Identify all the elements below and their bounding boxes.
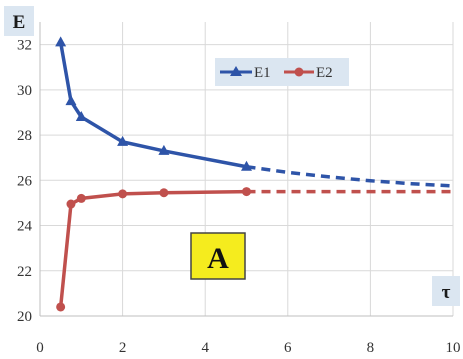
series-e1-point: [117, 135, 129, 146]
series-e2-point: [76, 193, 86, 203]
y-tick-label: 28: [17, 128, 32, 144]
y-axis-title-box: E: [4, 6, 34, 36]
series-e2-point: [159, 188, 169, 198]
x-axis-title-box: τ: [432, 276, 460, 306]
series-e1-point: [241, 160, 252, 171]
x-axis-title: τ: [442, 282, 451, 303]
legend-e1-marker: [230, 66, 242, 76]
panel-label-bg: [190, 232, 246, 280]
series-e1-point: [65, 95, 77, 106]
x-tick-label: 4: [201, 340, 209, 356]
legend-e2-marker: [294, 67, 304, 77]
x-tick-label: 10: [446, 340, 461, 356]
y-tick-label: 24: [17, 219, 33, 235]
x-axis-title-bg: [432, 276, 460, 306]
series-e2-point: [56, 302, 66, 312]
panel-label-box: A: [190, 232, 246, 280]
x-tick-label: 0: [36, 340, 44, 356]
series-e2-point: [118, 189, 128, 199]
y-axis-title-bg: [4, 6, 34, 36]
series-e2: [56, 187, 453, 312]
series-e2-point: [66, 199, 76, 209]
y-tick-label: 30: [17, 83, 32, 99]
legend-e2-label: E2: [316, 65, 333, 81]
y-tick-label: 22: [17, 264, 32, 280]
y-tick-label: 32: [17, 38, 32, 54]
series-e1-point: [55, 36, 67, 47]
series-e2-line: [58, 189, 247, 308]
x-tick-label: 8: [367, 340, 375, 356]
series-e1: [55, 36, 454, 188]
series-e1-point: [75, 110, 87, 121]
panel-label: A: [207, 242, 229, 275]
legend-e1-label: E1: [254, 65, 271, 81]
data-series: [55, 36, 454, 312]
series-e1-extrapolation: [246, 165, 454, 188]
x-tick-label: 2: [119, 340, 127, 356]
y-tick-label: 20: [17, 309, 32, 325]
legend: E1 E2: [215, 58, 349, 86]
x-tick-label: 6: [284, 340, 292, 356]
series-e1-point: [158, 144, 170, 155]
y-axis-title: E: [13, 12, 26, 33]
series-e2-point: [242, 187, 251, 197]
y-tick-label: 26: [17, 173, 33, 189]
series-e1-line: [58, 42, 247, 169]
